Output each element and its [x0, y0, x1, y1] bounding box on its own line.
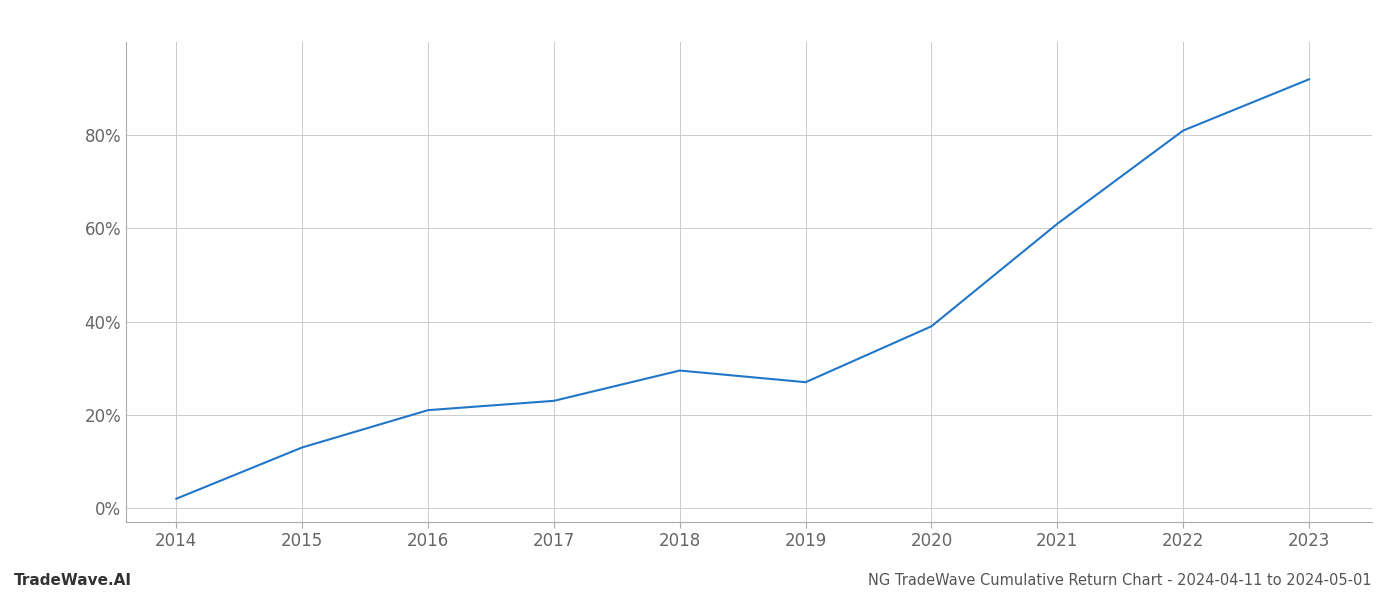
Text: TradeWave.AI: TradeWave.AI	[14, 573, 132, 588]
Text: NG TradeWave Cumulative Return Chart - 2024-04-11 to 2024-05-01: NG TradeWave Cumulative Return Chart - 2…	[868, 573, 1372, 588]
